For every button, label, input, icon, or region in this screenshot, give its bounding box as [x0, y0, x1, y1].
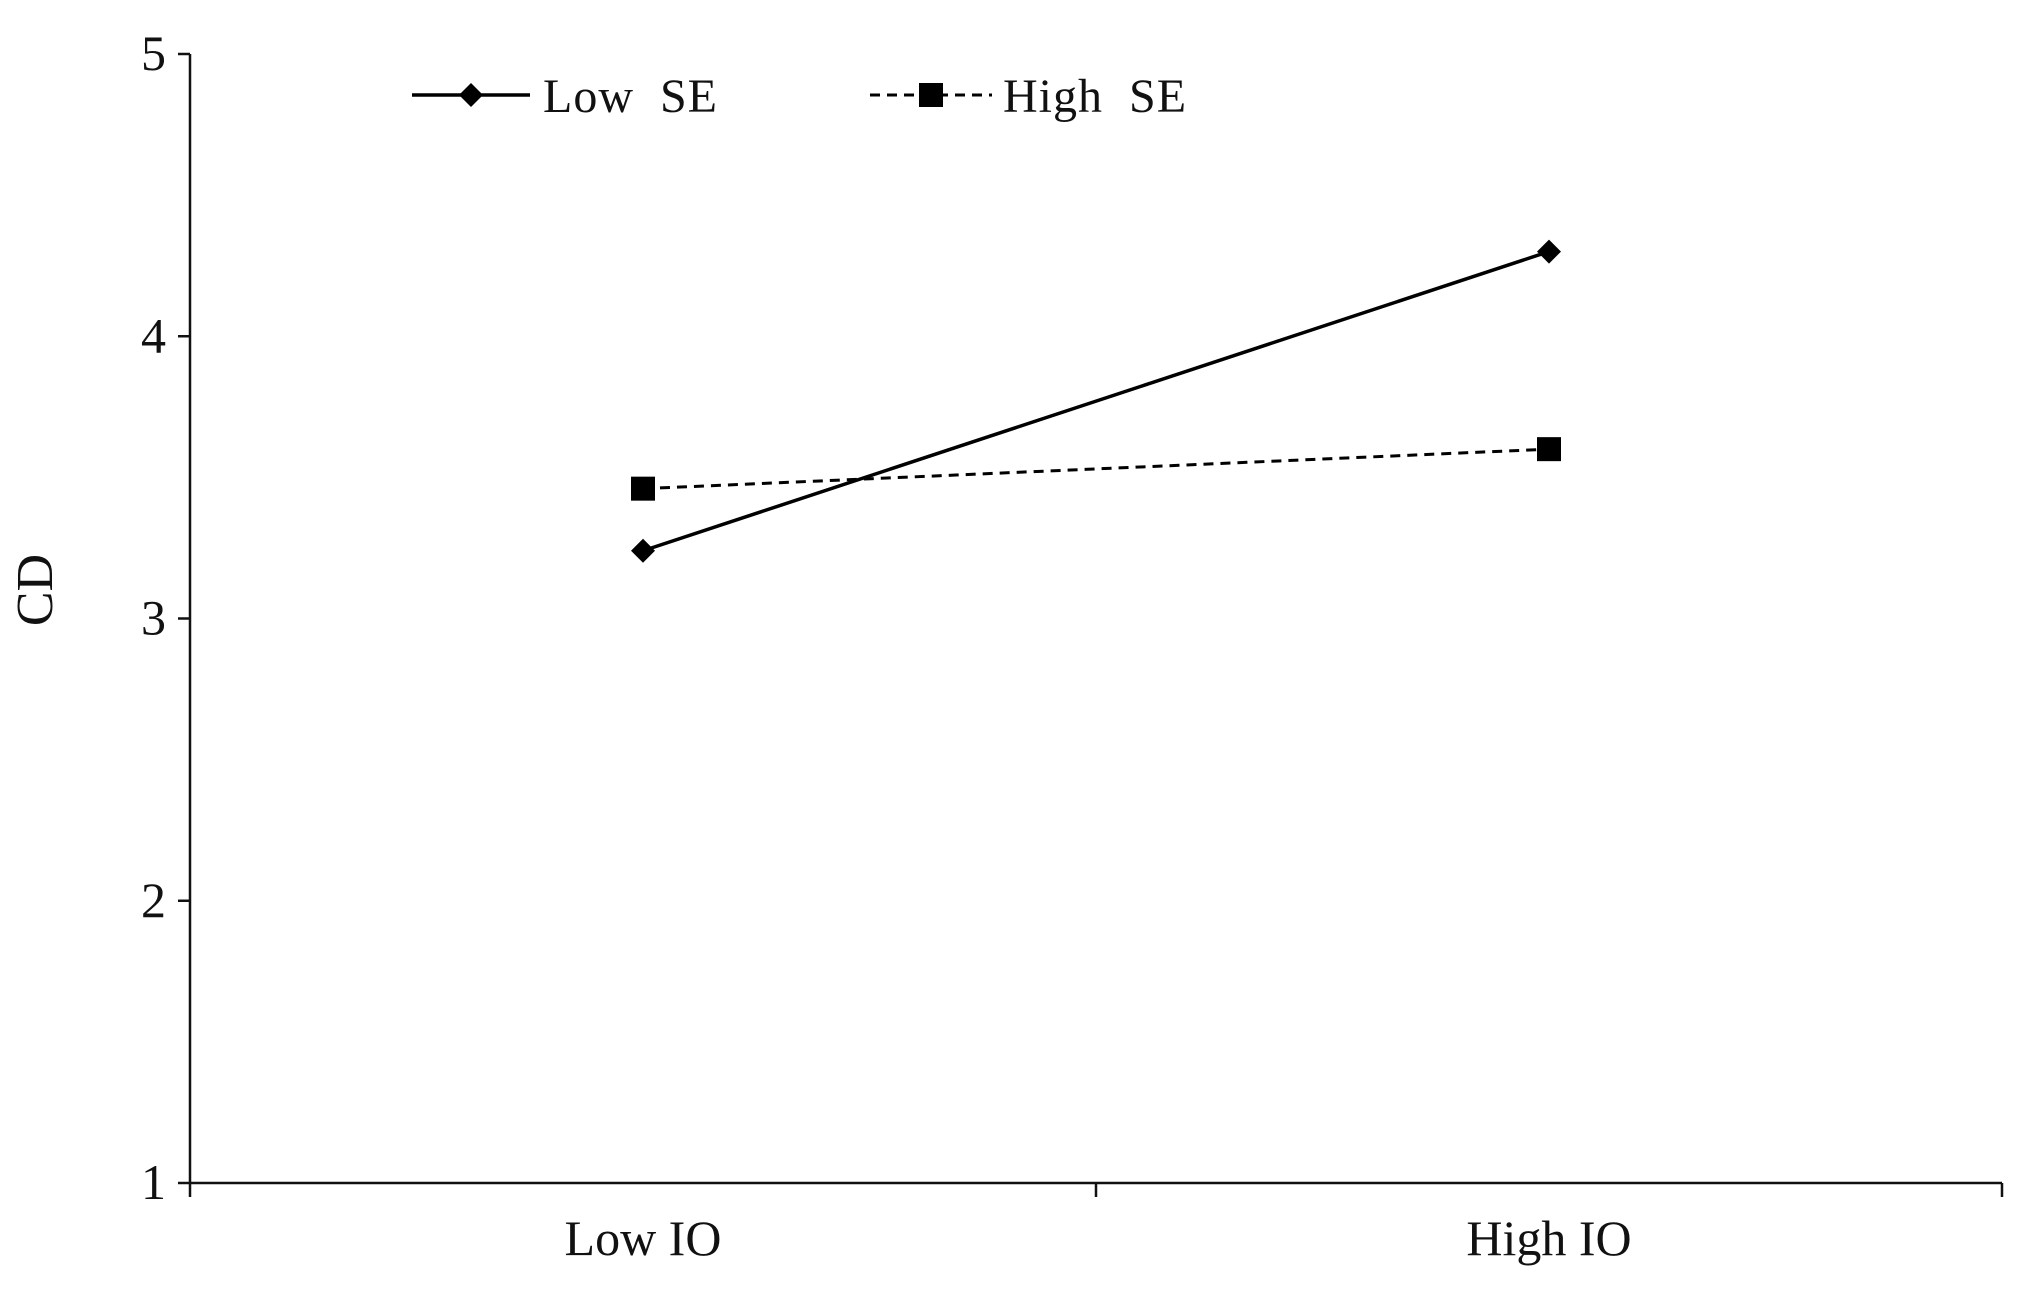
x-tick-label: High IO — [1466, 1210, 1631, 1266]
y-ticks: 1 2 3 4 5 — [141, 25, 190, 1210]
diamond-marker — [631, 538, 655, 563]
square-marker — [919, 83, 943, 107]
y-axis-title: CD — [7, 554, 64, 626]
x-tick-label: Low IO — [565, 1210, 722, 1266]
legend-label: High SE — [1003, 70, 1187, 123]
y-tick-label: 4 — [141, 307, 166, 363]
legend: Low SE High SE — [412, 70, 1187, 123]
x-ticks: Low IO High IO — [188, 1183, 2004, 1266]
diamond-marker — [1537, 239, 1561, 264]
legend-label: Low SE — [543, 70, 718, 123]
axes — [188, 54, 2002, 1185]
y-tick-label: 5 — [141, 25, 166, 81]
y-tick-label: 2 — [141, 872, 166, 928]
series-line — [642, 447, 1550, 491]
legend-item: High SE — [870, 70, 1187, 123]
series-solid — [631, 239, 1561, 563]
series-dashed — [631, 437, 1561, 501]
square-marker — [1537, 437, 1561, 462]
y-tick-label: 1 — [141, 1154, 166, 1210]
series-line — [642, 249, 1550, 553]
square-marker — [631, 476, 655, 501]
legend-item: Low SE — [412, 70, 718, 123]
series — [631, 239, 1561, 563]
diamond-marker — [459, 83, 483, 107]
y-tick-label: 3 — [141, 590, 166, 646]
